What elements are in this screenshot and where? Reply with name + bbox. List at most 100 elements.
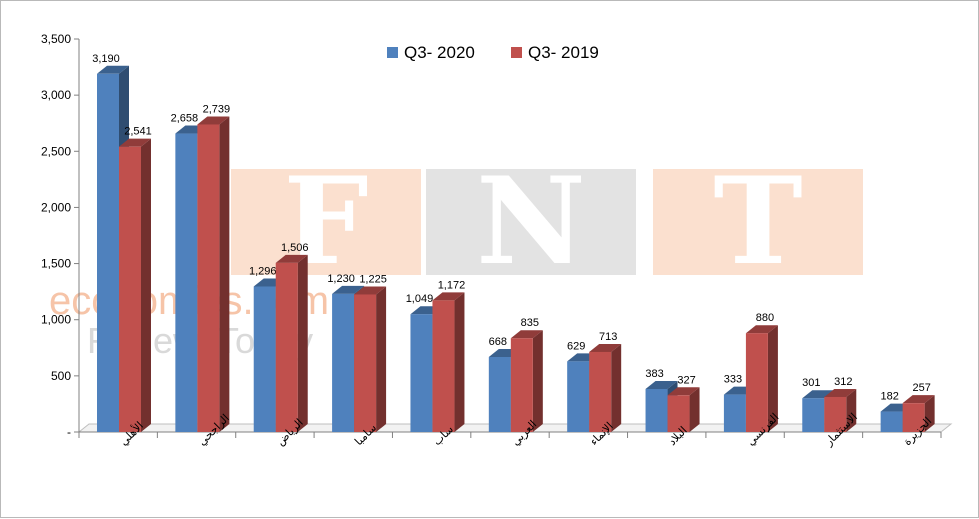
bar-top <box>275 254 308 263</box>
bar-front <box>802 398 825 432</box>
bar <box>354 286 387 432</box>
bar-front <box>745 333 768 432</box>
bar-front <box>880 411 903 432</box>
bar-front <box>589 351 612 432</box>
data-label: 2,739 <box>203 103 231 115</box>
bar-side <box>689 387 700 432</box>
data-label: 2,658 <box>171 113 199 125</box>
watermark-letter: N <box>476 151 586 292</box>
legend-swatch <box>387 47 398 58</box>
bar <box>589 343 622 432</box>
bar-front <box>410 314 433 432</box>
y-tick-label: - <box>67 425 71 439</box>
bar-front <box>488 356 511 432</box>
bar <box>667 387 700 432</box>
bar-top <box>354 286 387 295</box>
bar-front <box>332 293 355 432</box>
bar <box>197 116 230 432</box>
bar-side <box>141 138 151 432</box>
watermark-box <box>231 169 421 275</box>
data-label: 383 <box>645 368 663 380</box>
bar-front <box>567 361 590 432</box>
bar-top <box>510 330 543 339</box>
bar-front <box>97 73 119 433</box>
bar-side <box>846 388 857 432</box>
y-tick-label: 1,500 <box>41 257 71 271</box>
bar-top <box>645 380 678 389</box>
watermark-letter: T <box>713 151 802 292</box>
legend-swatch <box>511 47 522 58</box>
bar-side <box>611 343 622 432</box>
bar-side <box>924 395 935 432</box>
legend: Q3- 2020 Q3- 2019 <box>387 43 599 62</box>
bar-side <box>376 286 387 432</box>
bar <box>510 330 543 432</box>
bar-top <box>432 292 465 301</box>
bar-front <box>667 395 690 432</box>
bar-front <box>824 396 847 432</box>
data-label: 668 <box>489 336 507 348</box>
bar-side <box>532 330 543 432</box>
data-label: 629 <box>567 340 585 352</box>
legend-label: Q3- 2020 <box>404 43 475 62</box>
bar <box>119 138 151 432</box>
y-tick-label: 3,500 <box>41 32 71 46</box>
bar-front <box>275 262 298 432</box>
data-label: 182 <box>880 391 898 403</box>
legend-label: Q3- 2019 <box>528 43 599 62</box>
data-label: 1,049 <box>406 293 434 305</box>
bar-front <box>902 403 925 432</box>
bar-front <box>723 394 746 432</box>
bar-front <box>432 300 455 432</box>
data-label: 257 <box>912 382 930 394</box>
watermark-box <box>426 169 636 275</box>
bar-top <box>745 325 778 334</box>
y-tick-label: 1,000 <box>41 313 71 327</box>
y-tick-label: 500 <box>51 369 71 383</box>
data-label: 2,541 <box>124 126 152 138</box>
data-label: 1,172 <box>438 279 466 291</box>
bar-top <box>589 343 622 352</box>
y-tick-label: 3,000 <box>41 88 71 102</box>
bar-top <box>332 285 365 294</box>
data-label: 1,225 <box>359 273 387 285</box>
bar-front <box>119 146 141 432</box>
data-label: 835 <box>521 317 539 329</box>
data-label: 880 <box>756 312 774 324</box>
bar-top <box>667 387 700 396</box>
data-label: 1,230 <box>327 273 355 285</box>
y-tick-label: 2,500 <box>41 144 71 158</box>
bar <box>432 292 465 432</box>
data-label: 1,296 <box>249 265 277 277</box>
bar-front <box>197 124 220 432</box>
bar-top <box>824 388 857 397</box>
bar-side <box>297 254 308 432</box>
data-label: 327 <box>677 374 695 386</box>
data-label: 312 <box>834 376 852 388</box>
bar-top <box>197 116 230 125</box>
bar <box>824 388 857 432</box>
data-label: 713 <box>599 331 617 343</box>
data-label: 1,506 <box>281 242 309 254</box>
bar-front <box>510 338 533 432</box>
bar <box>902 395 935 432</box>
bar-side <box>767 325 778 432</box>
bar-top <box>97 65 129 74</box>
bar-side <box>454 292 465 432</box>
bar-front <box>645 388 668 432</box>
bar-front <box>253 286 276 432</box>
data-label: 333 <box>724 374 742 386</box>
watermark-box <box>653 169 863 275</box>
bar-front <box>175 133 198 433</box>
bar-front <box>354 294 377 432</box>
bar-side <box>219 116 230 432</box>
bar-top <box>119 138 151 147</box>
y-tick-label: 2,000 <box>41 200 71 214</box>
data-label: 301 <box>802 377 820 389</box>
bar <box>745 325 778 432</box>
bar-top <box>902 395 935 404</box>
data-label: 3,190 <box>92 53 120 65</box>
bar <box>275 254 308 432</box>
